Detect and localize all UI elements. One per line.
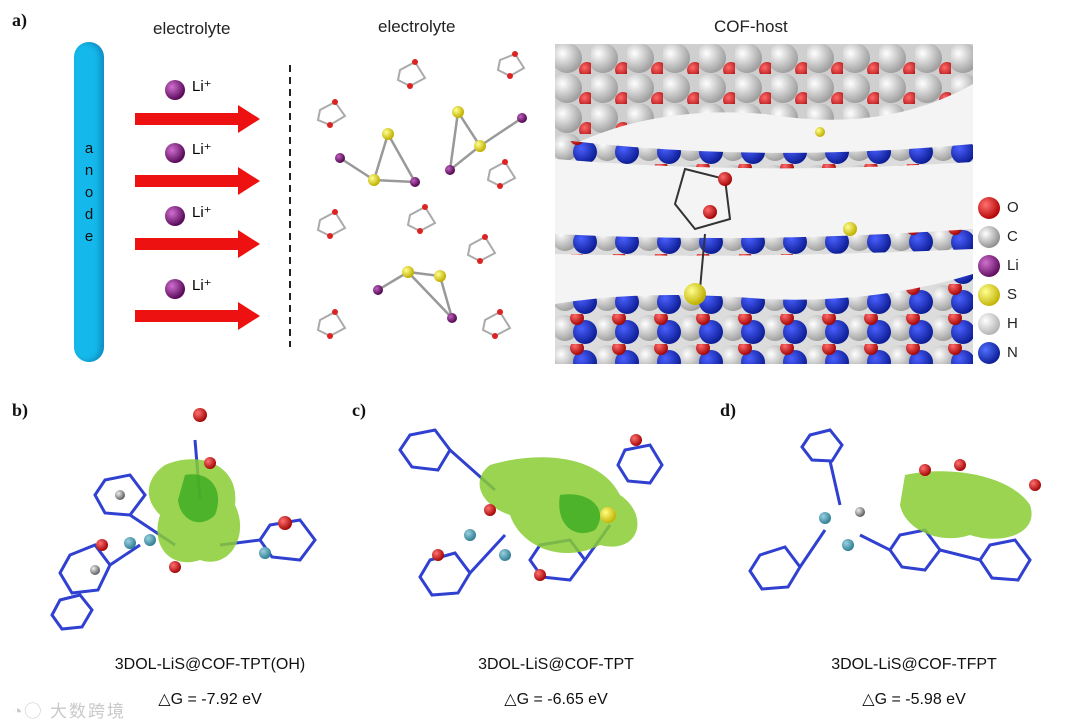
lithium-icon [978, 255, 1000, 277]
header-electrolyte-middle: electrolyte [378, 17, 456, 36]
legend-label-li: Li [1007, 257, 1019, 274]
oxygen-icon [978, 197, 1000, 219]
header-electrolyte-left: electrolyte [153, 19, 231, 38]
structure-b [50, 408, 317, 631]
caption-b-energy: △G = -7.92 eV [158, 691, 262, 708]
caption-c-title: 3DOL-LiS@COF-TPT [478, 656, 634, 673]
hydrogen-icon [978, 313, 1000, 335]
li-ion-icon [165, 206, 185, 226]
li-ion-label: Li⁺ [192, 141, 212, 158]
li-ion-icon [165, 80, 185, 100]
anode-letter: a [84, 140, 94, 157]
arrow-icon [135, 167, 260, 195]
legend-label-n: N [1007, 344, 1018, 361]
li-ion-icon [165, 279, 185, 299]
caption-b-title: 3DOL-LiS@COF-TPT(OH) [114, 656, 306, 673]
panel-a-label: a) [12, 10, 27, 30]
legend-label-o: O [1007, 199, 1019, 216]
caption-d-energy: △G = -5.98 eV [862, 691, 966, 708]
nitrogen-icon [978, 342, 1000, 364]
arrow-icon [135, 302, 260, 330]
electrolyte-molecules [316, 51, 527, 339]
structure-c [398, 428, 664, 597]
structure-d [748, 428, 1041, 591]
arrow-icon [135, 105, 260, 133]
nci-molecular-structures [50, 408, 1041, 631]
watermark-logo-icon: ◔◯ [12, 702, 44, 721]
carbon-icon [978, 226, 1000, 248]
anode-bar: a n o d e [74, 42, 104, 362]
sulfur-icon [978, 284, 1000, 306]
lithium-ion-flow [135, 65, 291, 347]
li-ion-icon [165, 143, 185, 163]
arrow-icon [135, 230, 260, 258]
watermark-text: 大数跨境 [50, 702, 127, 721]
cof-host-image [555, 44, 973, 364]
li-ion-label: Li⁺ [192, 204, 212, 221]
watermark: ◔◯ 大数跨境 [12, 697, 126, 722]
li-ion-label: Li⁺ [192, 78, 212, 95]
anode-letter: d [84, 206, 94, 223]
dol-molecule [316, 52, 526, 338]
caption-d-title: 3DOL-LiS@COF-TFPT [831, 656, 997, 673]
panel-b-label: b) [12, 400, 29, 420]
li-ion-label: Li⁺ [192, 277, 212, 294]
header-cof-host: COF-host [714, 17, 788, 36]
caption-c-energy: △G = -6.65 eV [504, 691, 608, 708]
panel-d-label: d) [720, 400, 737, 420]
anode-letter: e [84, 228, 94, 245]
element-legend: O C Li S H N [975, 196, 1055, 366]
anode-letter: o [84, 184, 94, 201]
anode-letter: n [84, 162, 94, 179]
legend-label-h: H [1007, 315, 1018, 332]
panel-c-label: c) [352, 400, 366, 420]
legend-label-c: C [1007, 228, 1018, 245]
legend-label-s: S [1007, 286, 1018, 303]
